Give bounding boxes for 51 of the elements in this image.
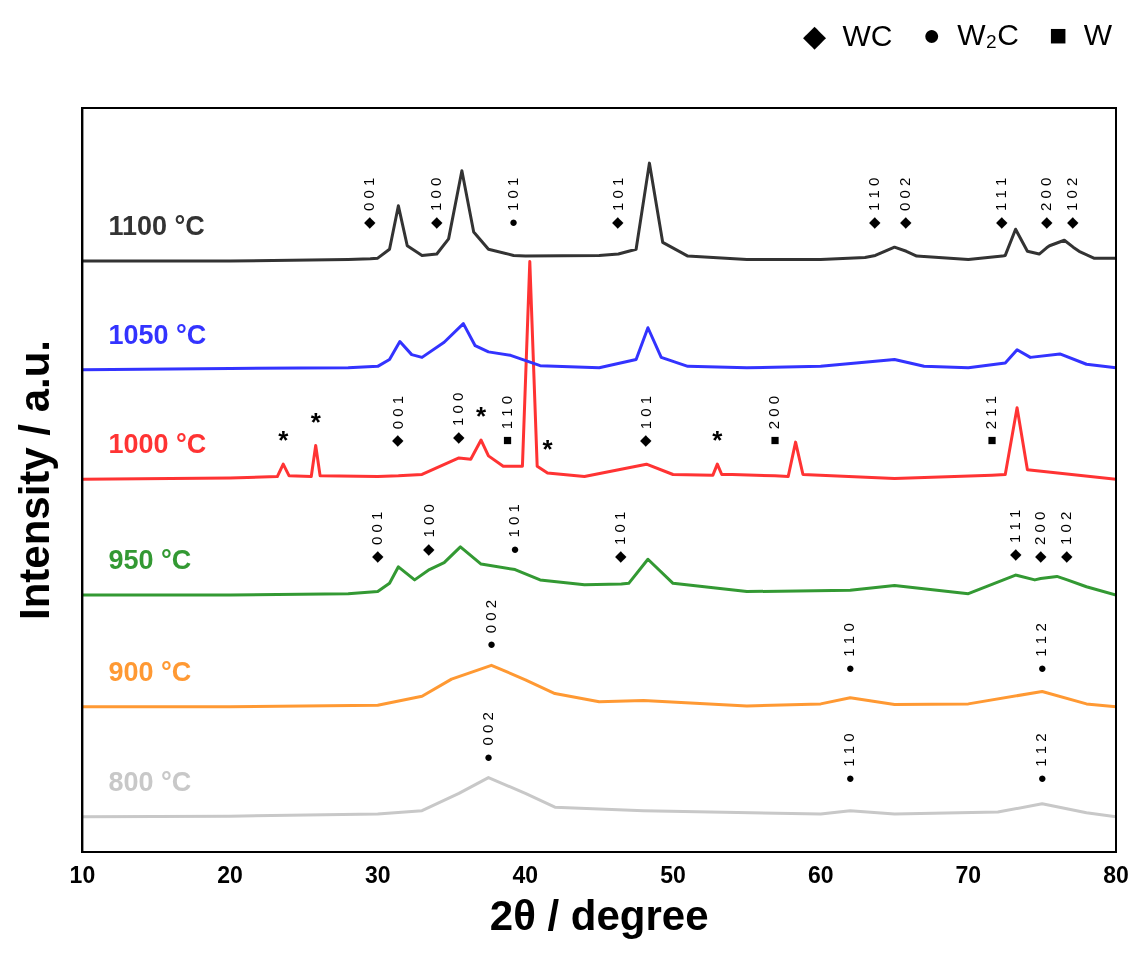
series-label: 950 °C: [108, 545, 192, 576]
series-label: 1000 °C: [108, 429, 207, 460]
annotation: ◆ 1 0 0: [449, 392, 467, 446]
annotation: ◆ 1 0 2: [1063, 177, 1081, 231]
annotation: ◆ 0 0 1: [360, 177, 378, 231]
x-tick-label: 20: [217, 862, 243, 889]
annotation: *: [476, 401, 488, 432]
annotation: ● 0 0 2: [478, 712, 496, 765]
annotation: *: [712, 425, 724, 456]
annotation: ■ 2 1 1: [982, 395, 1000, 449]
annotation: ◆ 0 0 1: [388, 395, 406, 449]
annotation: ◆ 0 0 1: [367, 511, 385, 565]
annotation: ◆ 1 0 1: [636, 395, 654, 449]
annotation: ● 1 1 2: [1032, 733, 1050, 787]
x-tick-label: 70: [955, 862, 982, 889]
x-tick-label: 50: [660, 862, 686, 889]
annotation: ■ 1 1 0: [497, 395, 515, 449]
annotation: *: [310, 406, 322, 437]
annotation: ◆ 1 0 0: [426, 177, 444, 231]
annotation: ◆ 1 0 1: [608, 177, 626, 231]
annotation: ● 0 0 2: [481, 599, 499, 653]
annotation: ● 1 1 0: [840, 733, 858, 787]
annotation: ◆ 1 0 1: [611, 511, 629, 565]
annotation: ● 1 1 2: [1032, 623, 1050, 676]
x-tick-label: 60: [807, 862, 834, 889]
series-label: 900 °C: [108, 656, 192, 687]
annotation: *: [278, 425, 290, 456]
y-axis-title: Intensity / a.u.: [10, 339, 58, 621]
annotation: *: [542, 434, 554, 465]
x-tick-label: 30: [364, 862, 391, 889]
annotation: ● 1 0 1: [503, 177, 521, 231]
series-label: 1050 °C: [108, 319, 207, 350]
annotation: ◆ 0 0 2: [896, 177, 914, 231]
annotation: ◆ 1 0 2: [1057, 511, 1075, 565]
x-tick-label: 80: [1103, 862, 1129, 889]
text: ■ W: [1048, 18, 1112, 53]
annotation: ● 1 1 0: [840, 623, 858, 676]
x-tick-label: 10: [69, 862, 96, 889]
annotation: ◆ 1 1 1: [992, 177, 1010, 231]
annotation: ■ 2 0 0: [765, 395, 783, 449]
annotation: ● 1 0 1: [505, 504, 523, 557]
x-tick-label: 40: [512, 862, 539, 889]
annotation: ◆ 1 1 0: [865, 177, 883, 231]
annotation: ◆ 1 1 1: [1005, 509, 1023, 563]
text: ◆ WC: [802, 18, 893, 53]
text: ● W₂C: [922, 18, 1019, 53]
annotation: ◆ 2 0 0: [1030, 511, 1048, 565]
x-axis-title: 2θ / degree: [489, 892, 709, 940]
annotation: ◆ 1 0 0: [419, 504, 437, 557]
series-label: 1100 °C: [108, 210, 205, 241]
annotation: ◆ 2 0 0: [1036, 177, 1054, 231]
